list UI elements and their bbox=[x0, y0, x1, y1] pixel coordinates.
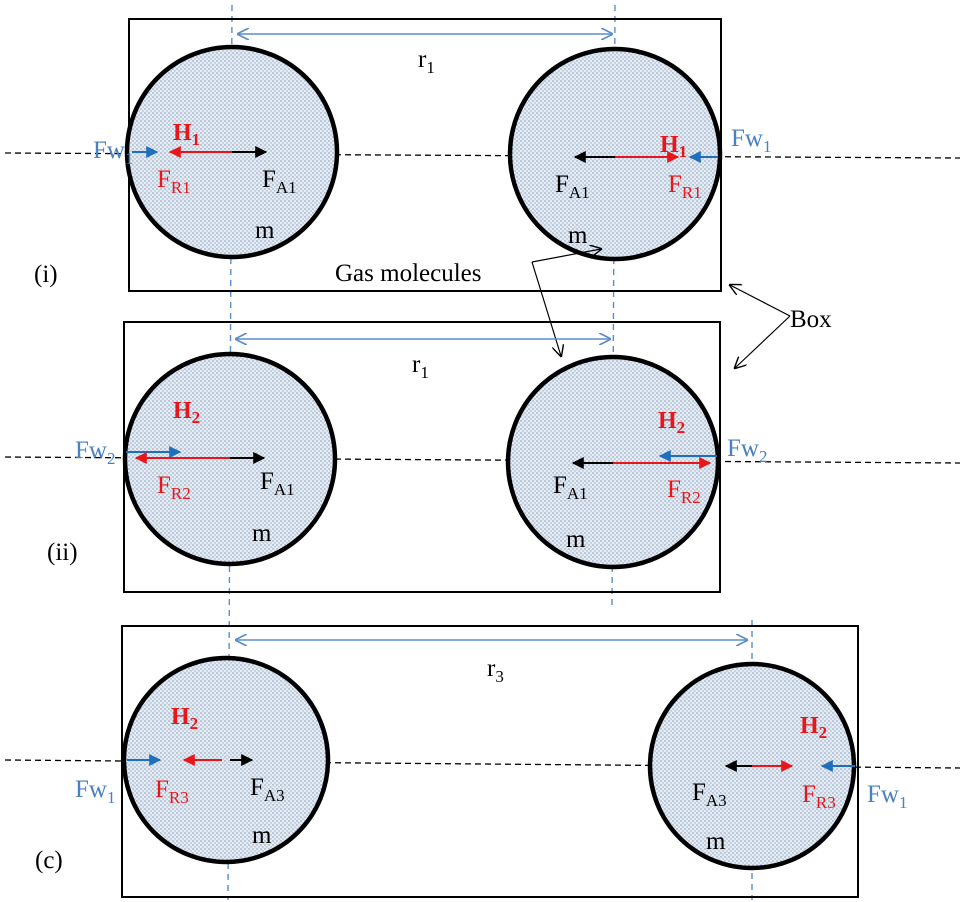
panel-c: r3 H2 H2 Fw1 Fw1 FR3 FR3 FA3 FA3 m m (c) bbox=[4, 625, 961, 898]
gas-molecules-pointer-2 bbox=[531, 261, 561, 356]
box-pointer-2 bbox=[735, 315, 791, 368]
distance-label-i: r1 bbox=[418, 46, 435, 77]
panel-label-c: (c) bbox=[35, 847, 63, 874]
panel-label-ii: (ii) bbox=[47, 539, 78, 566]
heat-label-left-ii: H2 bbox=[173, 398, 200, 427]
mass-label-right-i: m bbox=[568, 222, 588, 249]
wall-force-label-left-i: Fw1 bbox=[93, 137, 133, 168]
attractive-label-left-i: FA1 bbox=[262, 166, 297, 197]
wall-force-label-left-c: Fw1 bbox=[75, 776, 115, 807]
repulsive-label-right-i: FR1 bbox=[668, 171, 702, 202]
panel-ii: r1 H2 H2 Fw2 Fw2 FR2 FR2 FA1 FA1 m m (ii… bbox=[4, 321, 961, 593]
wall-force-label-right-i: Fw1 bbox=[731, 125, 771, 156]
repulsive-label-left-c: FR3 bbox=[155, 776, 189, 807]
molecule-left-c bbox=[121, 655, 331, 865]
repulsive-label-right-ii: FR2 bbox=[667, 476, 701, 507]
heat-label-right-c: H2 bbox=[800, 713, 827, 742]
wall-force-label-right-ii: Fw2 bbox=[727, 435, 767, 466]
axis-line-i bbox=[4, 152, 961, 159]
attractive-label-left-c: FA3 bbox=[250, 774, 285, 805]
heat-label-left-c: H2 bbox=[171, 704, 198, 733]
gas-molecules-pointer-1 bbox=[531, 249, 601, 263]
attractive-label-right-c: FA3 bbox=[692, 779, 727, 810]
repulsive-label-left-ii: FR2 bbox=[157, 472, 191, 503]
mass-label-left-ii: m bbox=[252, 520, 272, 547]
heat-label-right-i: H1 bbox=[660, 132, 687, 161]
box-pointer-1 bbox=[730, 285, 791, 317]
repulsive-label-right-c: FR3 bbox=[802, 781, 836, 812]
attractive-label-right-ii: FA1 bbox=[553, 472, 588, 503]
mass-label-left-i: m bbox=[255, 217, 275, 244]
gas-molecules-label: Gas molecules bbox=[335, 260, 481, 287]
molecule-right-i bbox=[507, 46, 723, 262]
heat-label-left-i: H1 bbox=[173, 120, 200, 149]
attractive-label-left-ii: FA1 bbox=[260, 468, 295, 499]
wall-force-label-left-ii: Fw2 bbox=[75, 437, 115, 468]
repulsive-label-left-i: FR1 bbox=[157, 166, 191, 197]
mass-label-right-ii: m bbox=[566, 526, 586, 553]
panel-label-i: (i) bbox=[34, 261, 58, 288]
panel-i: r1 H1 H1 Fw1 Fw1 FR1 FR1 FA1 FA1 m m (i) bbox=[4, 18, 961, 292]
mass-label-left-c: m bbox=[252, 822, 272, 849]
mass-label-right-c: m bbox=[706, 828, 726, 855]
axis-line-ii bbox=[4, 456, 961, 464]
distance-label-ii: r1 bbox=[412, 351, 429, 382]
distance-label-c: r3 bbox=[487, 655, 504, 686]
box-label: Box bbox=[790, 306, 832, 333]
attractive-label-right-i: FA1 bbox=[555, 171, 590, 202]
heat-label-right-ii: H2 bbox=[658, 408, 685, 437]
wall-force-label-right-c: Fw1 bbox=[867, 781, 907, 812]
